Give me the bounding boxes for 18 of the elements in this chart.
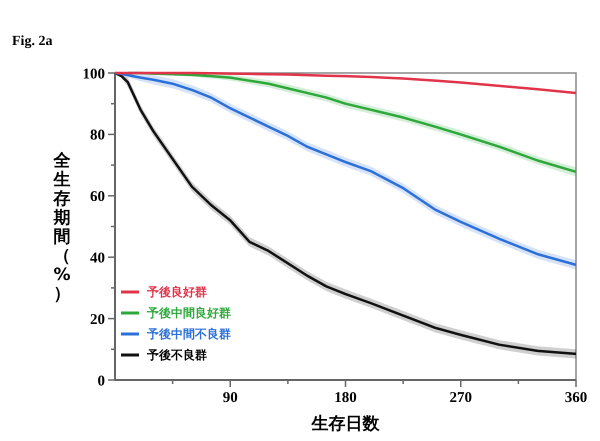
x-tick-label: 270 — [450, 390, 472, 406]
y-tick-label: 60 — [90, 189, 105, 206]
y-tick-label: 100 — [82, 66, 105, 82]
chart-title: Fig. 2a — [12, 34, 52, 49]
line-series — [114, 72, 578, 94]
legend-label: 予後中間不良群 — [146, 327, 231, 342]
y-tick-label: 20 — [90, 312, 105, 328]
legend-label: 予後良好群 — [146, 285, 207, 300]
x-tick-label: 180 — [334, 390, 357, 406]
y-axis-title: 全生存期間（%） — [52, 150, 72, 304]
legend-label: 予後不良群 — [146, 348, 207, 362]
legend-label: 予後中間良好群 — [146, 306, 231, 320]
x-axis-title: 生存日数 — [310, 414, 380, 434]
y-tick-label: 40 — [90, 250, 105, 266]
y-tick-label: 0 — [98, 373, 105, 390]
y-tick-label: 80 — [90, 128, 105, 144]
x-tick-label: 360 — [564, 390, 588, 406]
x-tick-label: 90 — [222, 390, 238, 406]
